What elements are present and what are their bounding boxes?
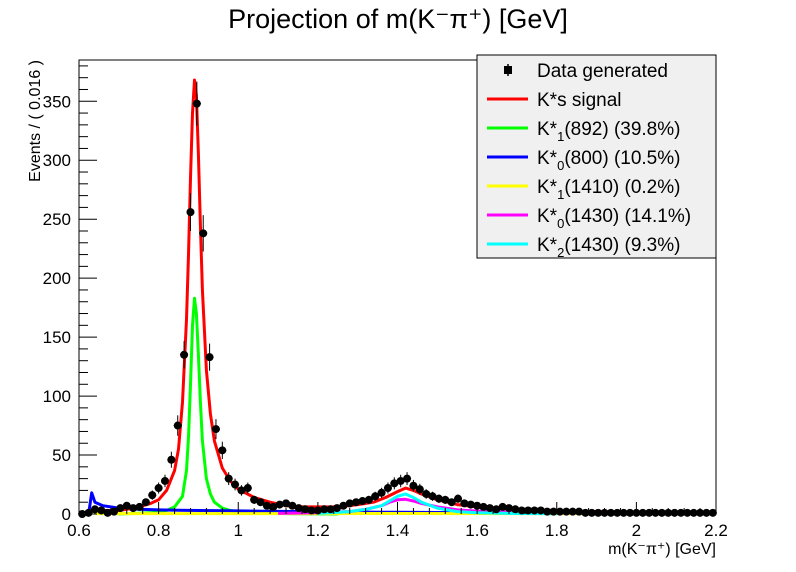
data-point (390, 477, 399, 490)
data-point (339, 501, 348, 510)
y-tick-label: 100 (43, 387, 71, 406)
plot-area: 0.6 0.8 1 1.2 1.4 1.6 1.8 2 2.2 0 50 100 150 200 250 3… (43, 59, 728, 540)
y-tick-label: 200 (43, 269, 71, 288)
legend-label: K*1(892) (39.8%) (537, 119, 680, 144)
data-point (651, 508, 660, 517)
data-point (224, 472, 233, 486)
series-line-6 (317, 492, 557, 516)
data-point (511, 505, 520, 514)
data-point (135, 502, 144, 511)
y-tick-label: 50 (52, 446, 71, 465)
x-tick-label: 0.8 (147, 521, 171, 540)
y-tick-label: 250 (43, 210, 71, 229)
data-point (110, 507, 119, 516)
data-point (492, 505, 501, 514)
x-tick-label: 1 (234, 521, 243, 540)
data-point (154, 482, 163, 494)
legend-label: K*s signal (537, 90, 622, 111)
legend-label: K*2(1430) (9.3%) (537, 235, 680, 260)
data-point (460, 499, 469, 508)
y-tick-label: 150 (43, 328, 71, 347)
data-point (211, 419, 220, 440)
legend-item-signal: K*s signal (487, 90, 622, 111)
data-point (122, 501, 131, 510)
data-point (403, 472, 412, 486)
data-point (371, 491, 380, 501)
data-point (454, 494, 463, 503)
data-point (167, 451, 176, 468)
legend-label: K*0(1430) (14.1%) (537, 206, 691, 231)
x-tick-label: 2.2 (704, 521, 728, 540)
data-point (409, 479, 418, 492)
legend-item-k01430: K*0(1430) (14.1%) (487, 206, 691, 231)
x-tick-label: 0.6 (67, 521, 91, 540)
data-point (396, 474, 405, 488)
data-point (180, 341, 189, 369)
data-point (243, 482, 252, 494)
data-point (205, 343, 214, 371)
data-point (192, 81, 201, 126)
x-tick-label: 1.6 (465, 521, 489, 540)
legend-item-k892: K*1(892) (39.8%) (487, 119, 680, 144)
y-tick-label: 300 (43, 151, 71, 170)
legend-item-k21430: K*2(1430) (9.3%) (487, 235, 680, 260)
y-axis-label: Events / ( 0.016 ) (27, 60, 44, 182)
data-point (116, 504, 125, 513)
data-point (581, 508, 590, 517)
legend-label: K*1(1410) (0.2%) (537, 177, 680, 202)
data-point (250, 495, 259, 504)
legend-item-k800: K*0(800) (10.5%) (487, 148, 680, 173)
y-tick-label: 350 (43, 92, 71, 111)
data-point (485, 504, 494, 513)
data-point (364, 495, 373, 504)
data-point (129, 504, 138, 513)
x-axis-label: m(K⁻π⁺) [GeV] (608, 541, 716, 558)
data-point (186, 193, 195, 231)
data-point (141, 498, 150, 507)
data-point (269, 502, 278, 511)
data-point (148, 490, 157, 500)
y-axis: 0 50 100 150 200 250 300 350 (43, 65, 97, 524)
legend: Data generated K*s signal K*1(892) (39.8%)… (476, 54, 717, 260)
data-point (282, 499, 291, 508)
y-tick-label: 0 (62, 505, 71, 524)
data-point (160, 474, 169, 488)
data-point (332, 504, 341, 513)
data-point (377, 487, 386, 498)
data-point (231, 478, 240, 491)
data-point (428, 491, 437, 501)
data-point (256, 498, 265, 507)
data-point (97, 506, 106, 515)
x-tick-label: 1.4 (386, 521, 410, 540)
x-tick-label: 1.8 (545, 521, 569, 540)
data-point (218, 441, 227, 459)
data-point (173, 415, 182, 436)
data-point (415, 483, 424, 495)
data-point (708, 508, 717, 517)
data-point (237, 485, 246, 496)
x-axis: 0.6 0.8 1 1.2 1.4 1.6 1.8 2 2.2 (67, 502, 728, 540)
data-point (441, 495, 450, 504)
data-point (676, 508, 685, 517)
legend-label: K*0(800) (10.5%) (537, 148, 680, 173)
chart-title: Projection of m(K⁻π⁺) [GeV] (228, 4, 568, 34)
data-point (262, 501, 271, 510)
legend-item-k1410: K*1(1410) (0.2%) (487, 177, 680, 202)
legend-item-data: Data generated (504, 61, 668, 82)
x-tick-label: 1.2 (306, 521, 330, 540)
legend-label: Data generated (537, 61, 668, 82)
data-point (288, 501, 297, 510)
data-point (199, 215, 208, 252)
data-point (447, 498, 456, 507)
data-point (383, 482, 392, 494)
data-point (422, 489, 431, 499)
x-tick-label: 2 (632, 521, 641, 540)
